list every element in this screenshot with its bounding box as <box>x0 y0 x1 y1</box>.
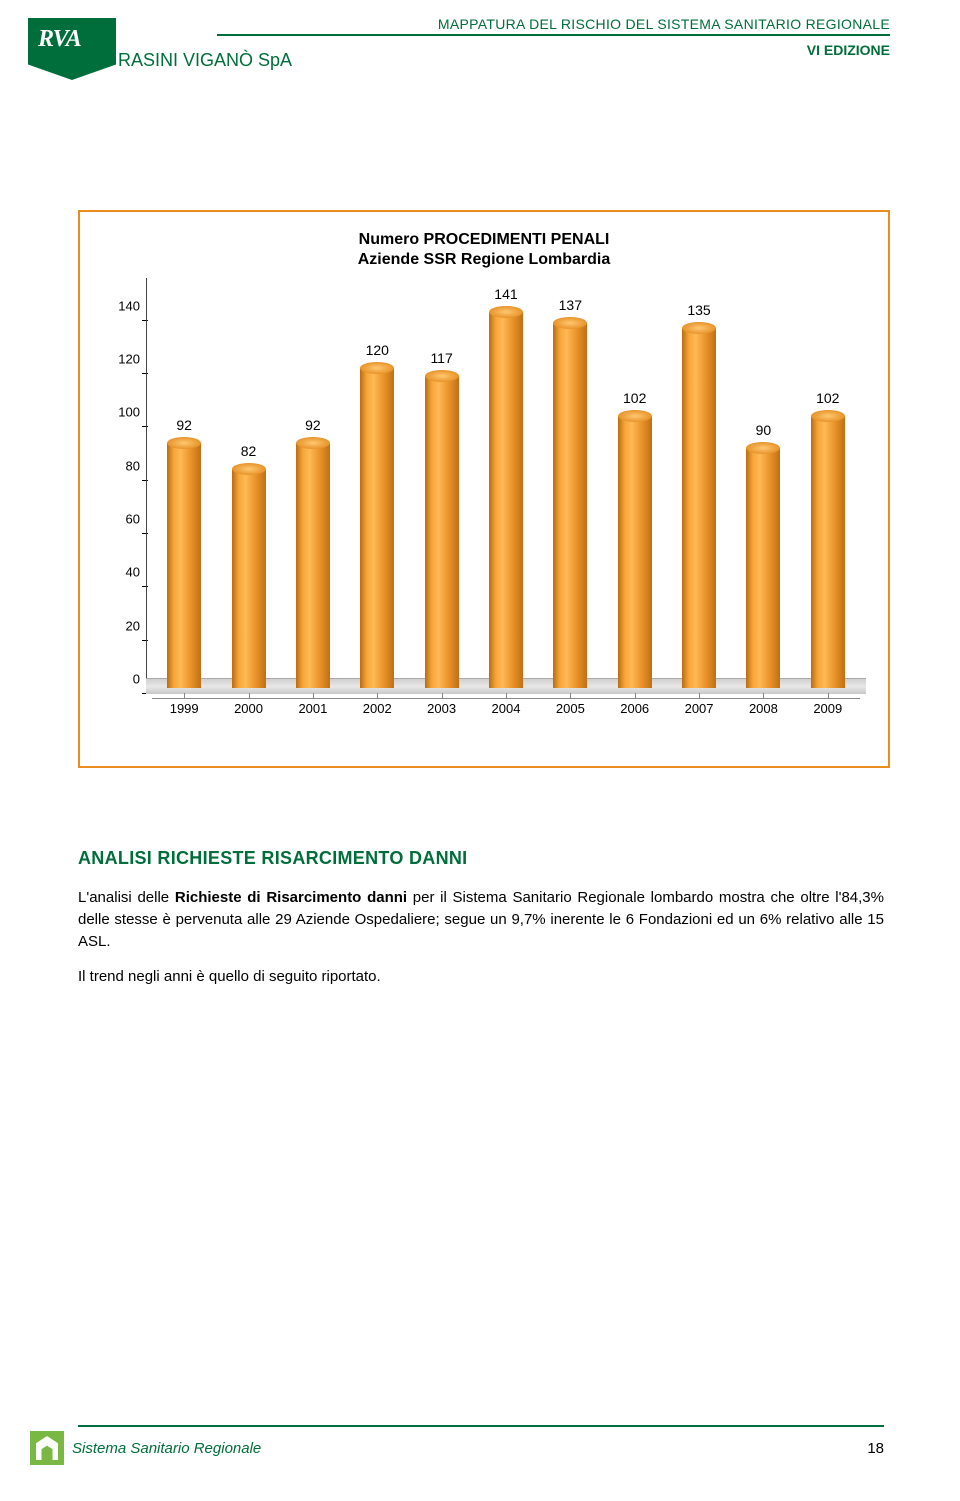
bar-slot: 102 <box>796 278 860 694</box>
x-tick-label: 1999 <box>152 698 216 718</box>
bar-slot: 92 <box>152 278 216 694</box>
footer-left: Sistema Sanitario Regionale <box>30 1431 261 1465</box>
plot-area: 92 82 92 120 117 141 137 102 135 90 102 <box>146 278 866 694</box>
y-tick-label: 20 <box>126 618 140 633</box>
bar-slot: 141 <box>474 278 538 694</box>
bar-cylinder <box>618 416 652 688</box>
paragraph-2: Il trend negli anni è quello di seguito … <box>78 966 884 988</box>
x-tick-label: 2001 <box>281 698 345 718</box>
x-tick-label: 2004 <box>474 698 538 718</box>
x-tick-label: 2000 <box>216 698 280 718</box>
x-tick-label: 2008 <box>731 698 795 718</box>
x-tick-label: 2007 <box>667 698 731 718</box>
bar-value-label: 117 <box>430 350 452 366</box>
bars-group: 92 82 92 120 117 141 137 102 135 90 102 <box>146 278 866 694</box>
bar-slot: 117 <box>409 278 473 694</box>
bar-cylinder <box>811 416 845 688</box>
chart-title-line1: Numero PROCEDIMENTI PENALI <box>359 231 610 248</box>
chart-title: Numero PROCEDIMENTI PENALI Aziende SSR R… <box>102 230 866 270</box>
x-tick-label: 2003 <box>409 698 473 718</box>
y-tick-label: 60 <box>126 512 140 527</box>
bar-value-label: 137 <box>559 297 582 313</box>
bar-value-label: 92 <box>305 417 321 433</box>
bar-slot: 137 <box>538 278 602 694</box>
bar-cylinder <box>360 368 394 688</box>
bar-cylinder <box>682 328 716 688</box>
y-tick-label: 100 <box>118 405 140 420</box>
x-axis: 1999200020012002200320042005200620072008… <box>146 698 866 718</box>
page-number: 18 <box>867 1440 884 1457</box>
bar-slot: 102 <box>603 278 667 694</box>
footer-logo-icon <box>30 1431 64 1465</box>
bar-cylinder <box>425 376 459 688</box>
chart-container: Numero PROCEDIMENTI PENALI Aziende SSR R… <box>78 210 890 768</box>
section-heading: ANALISI RICHIESTE RISARCIMENTO DANNI <box>78 848 884 869</box>
bar-cylinder <box>746 448 780 688</box>
footer-text: Sistema Sanitario Regionale <box>72 1440 261 1457</box>
header-right: MAPPATURA DEL RISCHIO DEL SISTEMA SANITA… <box>217 16 890 58</box>
bar-cylinder <box>167 443 201 688</box>
bar-slot: 120 <box>345 278 409 694</box>
rva-logo: RVA <box>28 18 116 80</box>
paragraph-1: L'analisi delle Richieste di Risarciment… <box>78 887 884 952</box>
x-tick-label: 2002 <box>345 698 409 718</box>
y-tick-label: 120 <box>118 352 140 367</box>
page-header: RVA RASINI VIGANÒ SpA MAPPATURA DEL RISC… <box>0 0 960 80</box>
logo-letters: RVA <box>38 26 81 53</box>
footer-rule <box>78 1425 884 1427</box>
bar-slot: 92 <box>281 278 345 694</box>
para1-a: L'analisi delle <box>78 889 175 906</box>
bar-slot: 82 <box>216 278 280 694</box>
bar-cylinder <box>553 323 587 688</box>
y-axis: 0 20 40 60 80 100 120 140 <box>102 278 146 694</box>
bar-slot: 135 <box>667 278 731 694</box>
y-tick-label: 140 <box>118 298 140 313</box>
body-text: ANALISI RICHIESTE RISARCIMENTO DANNI L'a… <box>78 848 884 988</box>
y-tick-label: 80 <box>126 458 140 473</box>
page-footer: Sistema Sanitario Regionale 18 <box>0 1425 960 1465</box>
bar-slot: 90 <box>731 278 795 694</box>
bar-value-label: 141 <box>494 286 517 302</box>
chart-plot: 0 20 40 60 80 100 120 140 92 82 92 120 117 141 137 102… <box>102 278 866 718</box>
para1-b: Richieste di Risarcimento danni <box>175 889 407 906</box>
y-tick-label: 0 <box>133 672 140 687</box>
x-tick-label: 2009 <box>796 698 860 718</box>
x-tick-label: 2005 <box>538 698 602 718</box>
bar-cylinder <box>232 469 266 688</box>
bar-value-label: 135 <box>687 302 710 318</box>
bar-cylinder <box>296 443 330 688</box>
bar-value-label: 90 <box>756 422 772 438</box>
doc-title: MAPPATURA DEL RISCHIO DEL SISTEMA SANITA… <box>217 16 890 32</box>
chart-title-line2: Aziende SSR Regione Lombardia <box>358 251 610 268</box>
bar-value-label: 92 <box>176 417 192 433</box>
bar-value-label: 120 <box>366 342 389 358</box>
x-tick-label: 2006 <box>603 698 667 718</box>
y-tick-label: 40 <box>126 565 140 580</box>
edition-label: VI EDIZIONE <box>217 42 890 58</box>
bar-value-label: 102 <box>816 390 839 406</box>
bar-cylinder <box>489 312 523 688</box>
header-rule <box>217 34 890 36</box>
bar-value-label: 102 <box>623 390 646 406</box>
bar-value-label: 82 <box>241 443 257 459</box>
